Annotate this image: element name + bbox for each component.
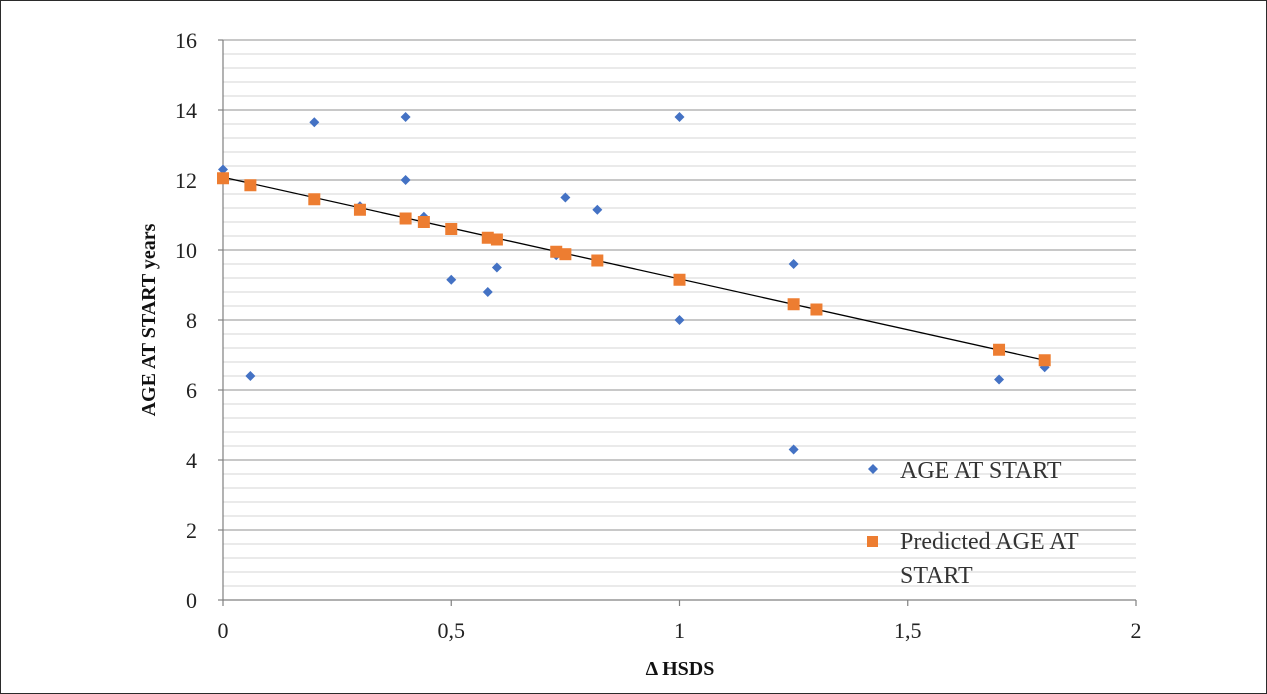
predicted-point xyxy=(490,233,503,246)
y-tick-label: 0 xyxy=(186,588,197,613)
predicted-point xyxy=(1038,354,1051,367)
observed-point xyxy=(592,204,603,215)
predicted-point xyxy=(217,172,229,185)
y-tick-label: 6 xyxy=(186,378,197,403)
legend: AGE AT START Predicted AGE AT START xyxy=(867,458,1079,589)
tick-labels: 0 2 4 6 8 10 12 14 16 0 0,5 1 1,5 2 xyxy=(175,28,1142,643)
y-tick-label: 8 xyxy=(186,308,197,333)
observed-point xyxy=(788,259,799,269)
predicted-point xyxy=(673,273,686,286)
y-tick-label: 4 xyxy=(186,448,197,473)
observed-point xyxy=(400,112,411,122)
observed-point xyxy=(994,374,1005,385)
observed-point xyxy=(491,262,502,273)
x-tick-label: 1 xyxy=(674,618,685,643)
legend-marker-predicted xyxy=(867,536,878,547)
x-tick-label: 0 xyxy=(218,618,229,643)
axes xyxy=(218,39,1137,606)
predicted-point xyxy=(810,303,823,316)
predicted-point xyxy=(591,254,604,267)
observed-point xyxy=(218,164,228,175)
y-tick-label: 10 xyxy=(175,238,197,263)
data-points xyxy=(217,112,1051,455)
predicted-point xyxy=(481,231,494,244)
predicted-point xyxy=(993,343,1006,356)
observed-point xyxy=(309,117,320,128)
x-axis-title: Δ HSDS xyxy=(646,658,715,680)
observed-point xyxy=(482,287,493,297)
y-tick-label: 14 xyxy=(175,98,197,123)
legend-label-observed: AGE AT START xyxy=(900,458,1062,484)
gridlines xyxy=(223,39,1136,587)
legend-label-predicted-line2: START xyxy=(900,563,973,589)
observed-point xyxy=(245,371,256,381)
y-tick-label: 12 xyxy=(175,168,197,193)
x-tick-label: 0,5 xyxy=(438,618,466,643)
predicted-point xyxy=(550,245,563,258)
predicted-point xyxy=(399,212,412,225)
predicted-point xyxy=(417,216,430,228)
observed-point xyxy=(788,444,799,455)
linear-trendline xyxy=(222,176,1045,361)
y-tick-label: 16 xyxy=(175,28,197,53)
legend-marker-observed xyxy=(868,464,878,474)
y-tick-label: 2 xyxy=(186,518,197,543)
predicted-point xyxy=(559,248,572,261)
x-tick-label: 1,5 xyxy=(894,618,922,643)
observed-point xyxy=(674,315,685,325)
predicted-point xyxy=(445,223,458,235)
observed-point xyxy=(560,192,571,203)
observed-point xyxy=(400,175,411,185)
y-axis-title: AGE AT START years xyxy=(138,223,160,416)
predicted-point xyxy=(787,298,800,311)
x-tick-label: 2 xyxy=(1131,618,1142,643)
legend-label-predicted-line1: Predicted AGE AT xyxy=(900,529,1079,555)
predicted-point xyxy=(353,203,366,216)
predicted-point xyxy=(308,193,321,206)
observed-point xyxy=(446,274,457,285)
predicted-point xyxy=(244,179,257,192)
observed-point xyxy=(674,112,685,122)
trendline-group xyxy=(222,176,1045,361)
